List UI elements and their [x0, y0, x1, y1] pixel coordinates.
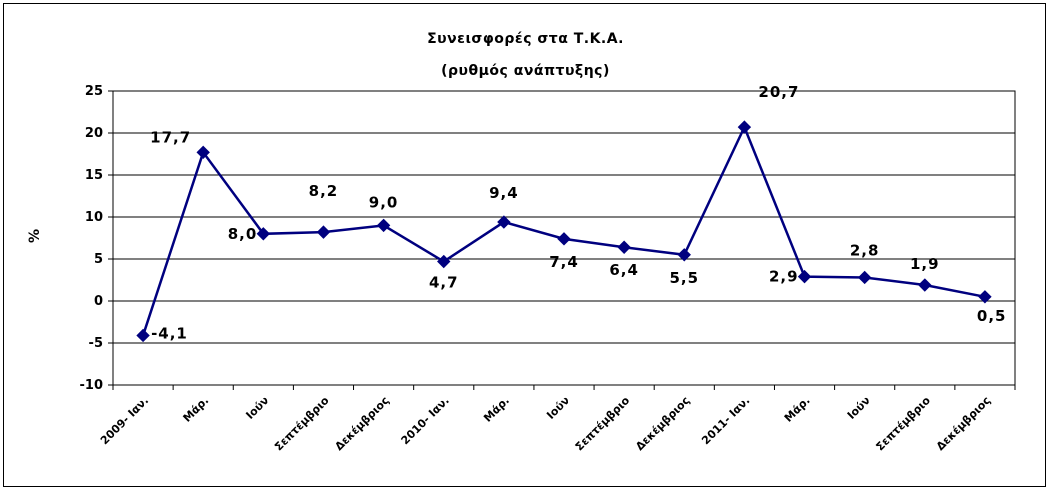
y-tick-label: 20	[85, 126, 103, 141]
data-label: 7,4	[549, 253, 579, 271]
data-label: 0,5	[977, 307, 1007, 325]
data-point-marker	[918, 278, 932, 292]
data-point-marker	[497, 215, 511, 229]
data-point-marker	[196, 145, 210, 160]
data-label: 2,8	[850, 241, 880, 259]
x-tick-label: Μάρ.	[181, 394, 212, 425]
data-point-marker	[797, 269, 812, 284]
data-label: 8,2	[309, 182, 339, 200]
x-tick-label: 2011- Ιαν.	[699, 394, 752, 447]
x-tick-label: Δεκέμβριος	[934, 394, 993, 453]
series-line	[141, 123, 986, 336]
x-tick-label: Ιούν	[243, 394, 271, 422]
data-point-marker	[136, 328, 150, 343]
data-point-marker	[256, 227, 271, 241]
data-label: 20,7	[758, 83, 799, 101]
data-point-marker	[737, 120, 752, 134]
series	[136, 120, 992, 343]
data-label: 1,9	[910, 255, 940, 273]
data-point-marker	[677, 248, 691, 262]
y-tick-label: -10	[80, 378, 104, 393]
data-label: 9,4	[489, 184, 519, 202]
data-point-marker	[857, 270, 872, 285]
x-tick-label: Σεπτέμβριο	[272, 394, 332, 454]
y-tick-label: -5	[89, 336, 103, 351]
x-tick-label: Ιούν	[544, 394, 572, 422]
data-label: 5,5	[669, 269, 699, 287]
data-point-marker	[376, 218, 391, 233]
chart-subtitle: (ρυθμός ανάπτυξης)	[441, 63, 610, 79]
data-point-marker	[617, 240, 631, 254]
x-tick-label: Σεπτέμβριο	[873, 394, 933, 454]
data-point-marker	[557, 232, 571, 246]
x-tick-label: 2009- Ιαν.	[98, 394, 151, 447]
y-tick-label: 10	[85, 210, 103, 225]
data-label: -4,1	[151, 324, 188, 342]
x-tick-label: Δεκέμβριος	[332, 394, 391, 453]
x-tick-label: 2010- Ιαν.	[399, 394, 452, 447]
data-label: 4,7	[429, 274, 459, 292]
y-tick-label: 25	[85, 84, 103, 99]
chart-title: Συνεισφορές στα Τ.Κ.Α.	[427, 31, 624, 47]
x-tick-label: Μάρ.	[782, 394, 813, 425]
chart-frame	[3, 3, 1046, 487]
x-tick-label: Μάρ.	[481, 394, 512, 425]
data-label: 8,0	[228, 225, 258, 243]
data-point-marker	[978, 290, 992, 304]
data-point-marker	[316, 225, 331, 239]
y-tick-label: 0	[94, 294, 103, 309]
y-tick-label: 15	[85, 168, 103, 183]
data-point-marker	[437, 254, 451, 269]
plot-border	[112, 90, 1016, 386]
data-label: 9,0	[369, 193, 399, 211]
x-tick-label: Δεκέμβριος	[633, 394, 692, 453]
x-tick-label: Σεπτέμβριο	[573, 394, 633, 454]
y-tick-label: 5	[94, 252, 103, 267]
x-tick-label: Ιούν	[845, 394, 873, 422]
data-label: 6,4	[609, 261, 639, 279]
data-labels: -4,1 17,7 8,0 8,2 9,0 4,7 9,4 7,4 6,4 5,5 20,7 2,9 2…	[150, 83, 1007, 342]
data-label: 2,9	[769, 268, 799, 286]
data-label: 17,7	[150, 128, 191, 146]
y-axis-label: %	[27, 229, 43, 243]
